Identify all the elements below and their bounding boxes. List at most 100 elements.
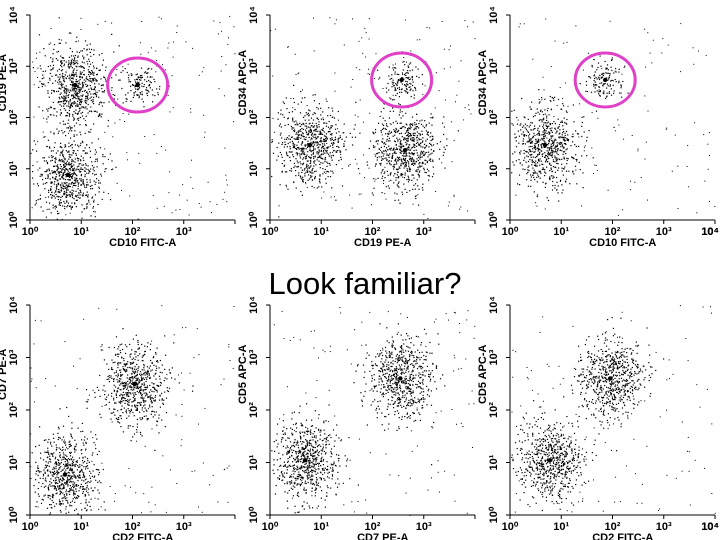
- event-dot: [548, 141, 550, 143]
- event-dot: [66, 467, 68, 470]
- event-dot: [80, 95, 82, 97]
- event-dot: [72, 184, 74, 186]
- event-dot: [303, 116, 305, 118]
- event-dot: [299, 134, 301, 136]
- event-dot: [290, 98, 292, 99]
- event-dot: [130, 408, 132, 410]
- event-dot: [83, 150, 85, 152]
- event-dot: [104, 168, 106, 170]
- event-dot: [77, 105, 79, 107]
- event-dot: [272, 117, 274, 119]
- event-dot: [397, 139, 399, 141]
- event-dot: [419, 144, 421, 146]
- event-dot: [67, 491, 69, 493]
- event-dot: [64, 91, 66, 93]
- event-dot: [397, 171, 399, 173]
- event-dot: [57, 150, 59, 152]
- event-dot: [529, 124, 531, 126]
- event-dot: [50, 150, 52, 152]
- event-dot: [233, 121, 235, 123]
- event-dot: [84, 174, 86, 176]
- event-dot: [386, 162, 388, 165]
- event-dot: [68, 109, 70, 112]
- event-dot: [185, 327, 187, 329]
- event-dot: [302, 179, 304, 181]
- event-dot: [575, 145, 577, 148]
- event-dot: [61, 161, 64, 163]
- event-dot: [81, 422, 83, 424]
- population-centre: [399, 77, 404, 83]
- event-dot: [116, 182, 118, 184]
- event-dot: [65, 97, 67, 99]
- event-dot: [310, 175, 312, 177]
- event-dot: [51, 182, 53, 184]
- event-dot: [132, 84, 134, 86]
- event-dot: [64, 158, 66, 160]
- event-dot: [523, 152, 525, 154]
- event-dot: [50, 504, 52, 506]
- event-dot: [90, 431, 92, 433]
- event-dot: [582, 172, 584, 174]
- event-dot: [49, 504, 51, 506]
- event-dot: [556, 142, 558, 144]
- event-dot: [56, 166, 59, 168]
- event-dot: [77, 188, 79, 190]
- event-dot: [82, 66, 84, 68]
- event-dot: [546, 119, 548, 121]
- event-dot: [77, 150, 79, 151]
- y-tick-label: 10¹: [8, 160, 20, 176]
- event-dot: [526, 141, 528, 143]
- event-dot: [61, 75, 63, 77]
- event-dot: [369, 73, 370, 75]
- event-dot: [64, 174, 67, 176]
- event-dot: [139, 75, 142, 77]
- event-dot: [81, 90, 83, 93]
- event-dot: [72, 102, 74, 104]
- event-dot: [314, 177, 316, 179]
- event-dot: [532, 116, 535, 118]
- event-dot: [79, 78, 81, 81]
- event-dot: [81, 106, 83, 108]
- event-dot: [38, 471, 40, 473]
- event-dot: [355, 67, 357, 69]
- event-dot: [63, 482, 66, 484]
- event-dot: [75, 443, 77, 445]
- event-dot: [68, 446, 70, 448]
- event-dot: [46, 208, 48, 210]
- event-dot: [75, 185, 77, 187]
- event-dot: [98, 469, 100, 471]
- event-dot: [547, 154, 549, 156]
- event-dot: [546, 132, 548, 134]
- event-dot: [283, 160, 285, 162]
- event-dot: [45, 216, 47, 218]
- event-dot: [71, 500, 73, 502]
- event-dot: [49, 498, 51, 500]
- event-dot: [53, 468, 55, 470]
- event-dot: [540, 160, 542, 162]
- event-dot: [69, 79, 71, 81]
- event-dot: [302, 123, 304, 125]
- event-dot: [575, 169, 577, 171]
- event-dot: [127, 398, 129, 400]
- event-dot: [129, 366, 131, 368]
- event-dot: [66, 127, 68, 129]
- event-dot: [374, 146, 376, 148]
- event-dot: [310, 141, 312, 144]
- event-dot: [394, 134, 396, 136]
- event-dot: [627, 92, 629, 94]
- event-dot: [71, 475, 73, 477]
- event-dot: [55, 449, 57, 451]
- event-dot: [433, 150, 435, 152]
- event-dot: [81, 100, 83, 102]
- event-dot: [302, 176, 304, 178]
- event-dot: [399, 152, 401, 154]
- event-dot: [62, 492, 64, 494]
- event-dot: [303, 147, 305, 149]
- event-dot: [539, 149, 541, 151]
- event-dot: [82, 94, 84, 96]
- event-dot: [286, 108, 288, 110]
- event-dot: [318, 152, 320, 154]
- event-dot: [71, 67, 73, 69]
- event-dot: [544, 109, 546, 111]
- event-dot: [112, 168, 114, 170]
